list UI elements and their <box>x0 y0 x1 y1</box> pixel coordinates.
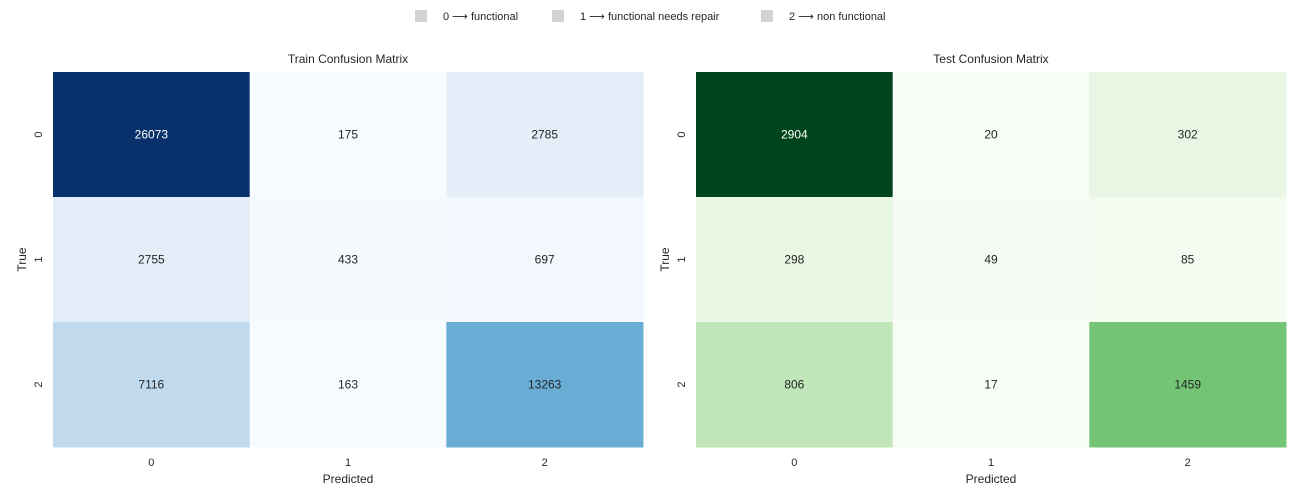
test-cell-r1-c2 <box>1089 197 1287 323</box>
legend-item-non-functional: 2 ⟶ non functional <box>761 6 886 26</box>
train-xtick-0: 0 <box>148 457 154 469</box>
figure-legend: 0 ⟶ functional 1 ⟶ functional needs repa… <box>0 6 1300 26</box>
test-cell-label-r1-c0: 298 <box>784 253 804 267</box>
test-cell-label-r2-c0: 806 <box>784 378 804 392</box>
train-cell-r0-c1 <box>249 72 447 198</box>
train-cell-r2-c0 <box>53 322 251 448</box>
test-ylabel: True <box>658 247 672 272</box>
test-cell-r0-c0 <box>696 72 894 198</box>
test-cell-label-r2-c2: 1459 <box>1174 378 1201 392</box>
train-ylabel: True <box>15 247 29 272</box>
train-xtick-1: 1 <box>345 457 351 469</box>
test-cell-r2-c0 <box>696 322 894 448</box>
test-cell-label-r1-c1: 49 <box>984 253 998 267</box>
train-cell-r2-c2 <box>446 322 644 448</box>
test-xlabel: Predicted <box>966 472 1017 486</box>
legend-item-functional: 0 ⟶ functional <box>415 6 518 26</box>
test-xtick-2: 2 <box>1185 457 1191 469</box>
test-cell-r1-c1 <box>892 197 1090 323</box>
train-cell-label-r1-c0: 2755 <box>138 253 165 267</box>
legend-label-functional: 0 ⟶ functional <box>443 10 519 23</box>
train-cell-r1-c1 <box>249 197 447 323</box>
legend-swatch-functional <box>415 10 427 22</box>
test-cell-label-r2-c1: 17 <box>984 378 998 392</box>
test-xtick-0: 0 <box>791 457 797 469</box>
test-cell-label-r0-c1: 20 <box>984 128 998 142</box>
test-cell-r0-c2 <box>1089 72 1287 198</box>
train-xtick-2: 2 <box>542 457 548 469</box>
test-xtick-1: 1 <box>988 457 994 469</box>
train-cell-r1-c2 <box>446 197 644 323</box>
legend-swatch-functional-needs-repair <box>552 10 564 22</box>
train-cell-r1-c0 <box>53 197 251 323</box>
train-cell-label-r0-c2: 2785 <box>531 128 558 142</box>
test-cell-label-r0-c0: 2904 <box>781 128 808 142</box>
train-cell-label-r2-c0: 7116 <box>138 378 164 392</box>
test-ytick-0: 0 <box>676 131 688 137</box>
train-cell-r2-c1 <box>249 322 447 448</box>
train-cell-r0-c2 <box>446 72 644 198</box>
legend-label-functional-needs-repair: 1 ⟶ functional needs repair <box>580 10 720 23</box>
test-cell-r2-c2 <box>1089 322 1287 448</box>
train-cell-label-r1-c1: 433 <box>338 253 358 267</box>
test-cell-r2-c1 <box>892 322 1090 448</box>
train-cell-label-r1-c2: 697 <box>535 253 555 267</box>
train-cell-label-r2-c1: 163 <box>338 378 358 392</box>
test-ytick-2: 2 <box>676 381 688 387</box>
test-ytick-1: 1 <box>676 256 688 262</box>
train-ytick-2: 2 <box>33 381 45 387</box>
test-cell-label-r0-c2: 302 <box>1178 128 1198 142</box>
train-xlabel: Predicted <box>323 472 374 486</box>
legend-item-functional-needs-repair: 1 ⟶ functional needs repair <box>552 6 719 26</box>
legend-swatch-non-functional <box>761 10 773 22</box>
train-ytick-1: 1 <box>33 256 45 262</box>
train-cell-label-r0-c0: 26073 <box>135 128 169 142</box>
train-ytick-0: 0 <box>33 131 45 137</box>
train-cell-label-r0-c1: 175 <box>338 128 358 142</box>
test-cell-r1-c0 <box>696 197 894 323</box>
test-title: Test Confusion Matrix <box>933 52 1048 66</box>
test-cell-label-r1-c2: 85 <box>1181 253 1195 267</box>
test-cell-r0-c1 <box>892 72 1090 198</box>
legend-label-non-functional: 2 ⟶ non functional <box>789 10 886 23</box>
train-cell-label-r2-c2: 13263 <box>528 378 562 392</box>
train-cell-r0-c0 <box>53 72 251 198</box>
train-title: Train Confusion Matrix <box>288 52 408 66</box>
